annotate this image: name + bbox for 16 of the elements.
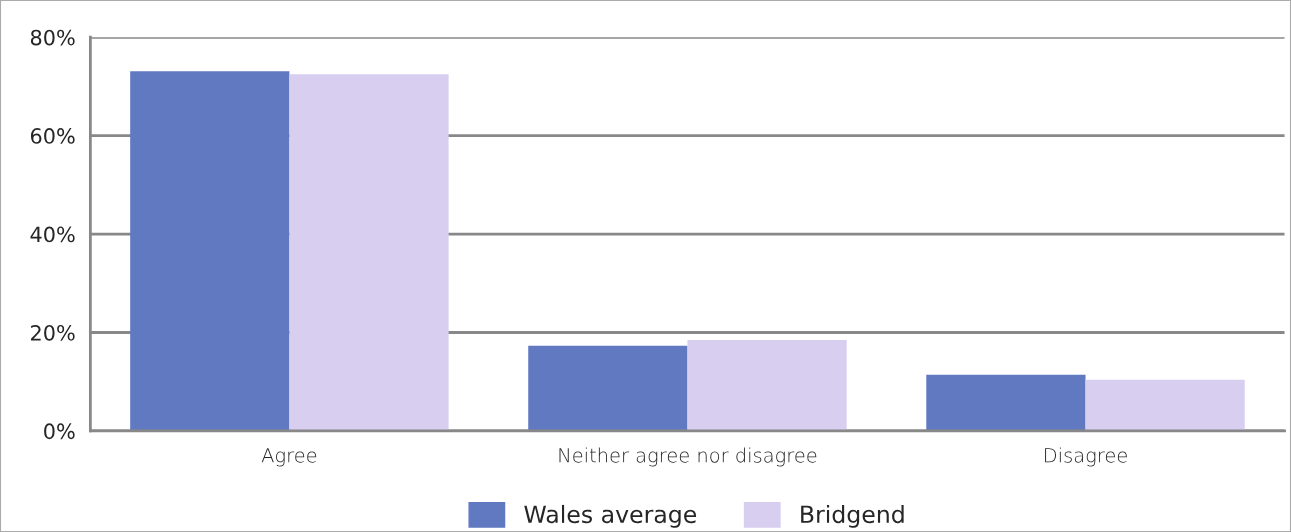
y-tick-label: 60% <box>30 128 75 144</box>
bar <box>130 71 290 431</box>
y-tick-label: 0% <box>44 423 75 440</box>
x-tick-label: Disagree <box>1045 447 1127 467</box>
bar <box>687 339 847 431</box>
legend-label: Wales average <box>524 504 697 528</box>
legend-label: Bridgend <box>801 504 904 528</box>
y-tick-label: 40% <box>30 226 75 243</box>
y-tick-label: 20% <box>31 324 75 341</box>
bar <box>926 374 1086 431</box>
bar <box>289 74 449 431</box>
x-tick-label: Neither agree nor disagree <box>559 447 817 467</box>
bar <box>1085 379 1245 431</box>
y-tick-label: 80% <box>30 29 75 46</box>
bar <box>528 345 688 431</box>
x-tick-label: Agree <box>261 448 317 467</box>
